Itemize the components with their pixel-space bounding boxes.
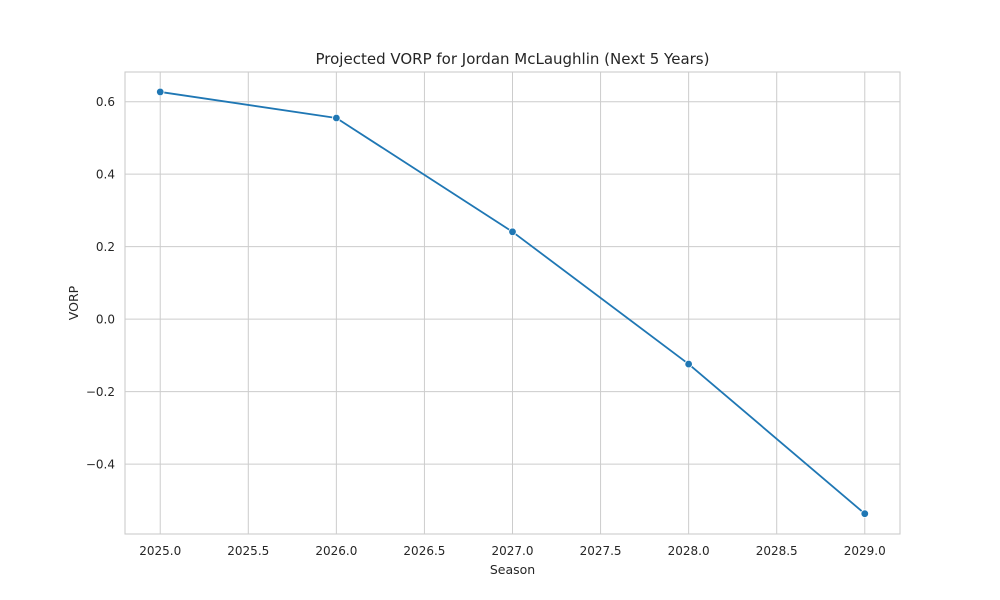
chart-title: Projected VORP for Jordan McLaughlin (Ne…: [316, 50, 710, 68]
plot-area-frame: [124, 71, 901, 535]
x-tick-label: 2027.0: [492, 544, 534, 558]
x-tick-label: 2027.5: [580, 544, 622, 558]
x-tick-label: 2026.0: [315, 544, 357, 558]
y-tick-label: 0.0: [96, 313, 115, 327]
x-tick-label: 2025.0: [139, 544, 181, 558]
x-axis-label: Season: [490, 562, 535, 577]
data-point: [860, 509, 869, 518]
y-tick-label: 0.2: [96, 240, 115, 254]
data-point: [684, 359, 693, 369]
x-tick-label: 2029.0: [844, 544, 886, 558]
y-tick-label: 0.4: [96, 168, 115, 182]
y-tick-label: −0.2: [86, 385, 115, 399]
series: [156, 87, 869, 518]
y-tick-label: −0.4: [86, 458, 115, 472]
x-tick-label: 2028.5: [756, 544, 798, 558]
grid: [125, 72, 900, 534]
x-tick-label: 2025.5: [227, 544, 269, 558]
data-point: [156, 87, 165, 97]
x-tick-label: 2028.0: [668, 544, 710, 558]
data-point: [332, 113, 341, 123]
axis-ticks: 2025.0 2025.5 2026.0 2026.5 2027.0 2027.5 2028…: [86, 95, 886, 558]
x-tick-label: 2026.5: [403, 544, 445, 558]
y-axis-label: VORP: [66, 285, 81, 320]
data-point: [508, 227, 517, 236]
y-tick-label: 0.6: [96, 95, 115, 109]
